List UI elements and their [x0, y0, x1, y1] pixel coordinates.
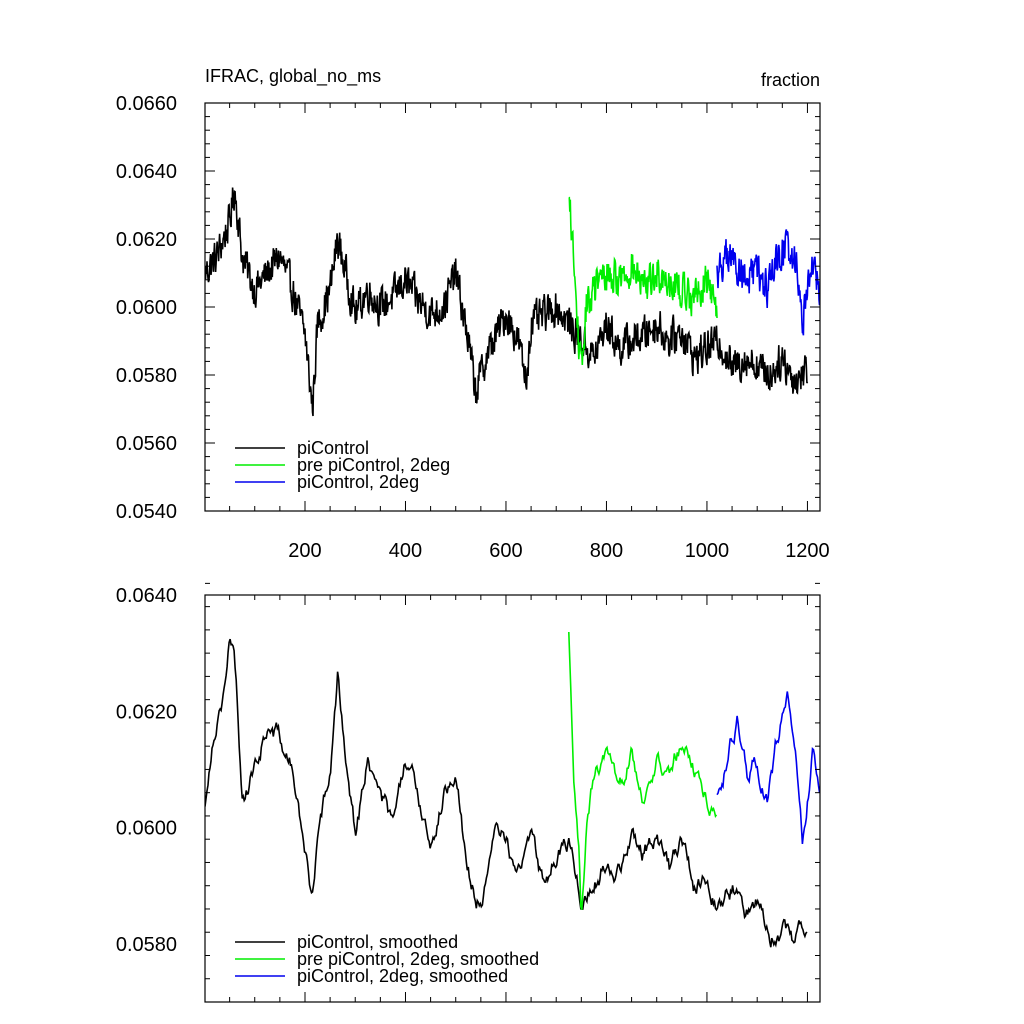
- series-line-1: [205, 187, 809, 417]
- x-tick-label: 200: [288, 540, 321, 562]
- series-line-3: [716, 229, 820, 336]
- legend-label-3: piControl, 2deg: [297, 472, 419, 492]
- top-panel-series: [205, 187, 820, 417]
- legend-label-1: piControl, smoothed: [297, 932, 458, 952]
- series-line-2: [568, 631, 718, 911]
- series-line-3: [716, 691, 820, 844]
- y-tick-label: 0.0580: [116, 365, 177, 387]
- x-tick-label: 400: [389, 540, 422, 562]
- plot-frame: [204, 594, 821, 1003]
- y-tick-label: 0.0620: [116, 701, 177, 723]
- x-tick-label: 1200: [785, 540, 830, 562]
- y-tick-label: 0.0540: [116, 501, 177, 523]
- legend-label-1: piControl: [297, 438, 369, 458]
- y-tick-label: 0.0600: [116, 818, 177, 840]
- legend-label-2: pre piControl, 2deg: [297, 455, 450, 475]
- top-panel-axes: 200 400 600 800 1000 1200 0.0540 0.0560 0.0580 0.…: [116, 93, 830, 562]
- x-tick-label: 800: [590, 540, 623, 562]
- y-tick-label: 0.0660: [116, 93, 177, 115]
- bottom-panel-axes: 0.0580 0.0600 0.0620 0.0640: [116, 582, 821, 1003]
- x-tick-label: 600: [489, 540, 522, 562]
- y-tick-label: 0.0600: [116, 297, 177, 319]
- series-line-2: [568, 196, 718, 366]
- y-tick-label: 0.0640: [116, 161, 177, 183]
- legend-label-2: pre piControl, 2deg, smoothed: [297, 949, 539, 969]
- y-tick-label: 0.0560: [116, 433, 177, 455]
- top-panel: IFRAC, global_no_ms fraction piControlpr…: [116, 66, 830, 562]
- y-tick-label: 0.0580: [116, 934, 177, 956]
- top-panel-title: IFRAC, global_no_ms: [205, 66, 381, 87]
- bottom-panel-series: [205, 631, 820, 948]
- legend-label-3: piControl, 2deg, smoothed: [297, 966, 508, 986]
- y-tick-label: 0.0620: [116, 229, 177, 251]
- y-tick-label: 0.0640: [116, 585, 177, 607]
- x-tick-label: 1000: [685, 540, 730, 562]
- series-line-1: [205, 638, 808, 948]
- top-panel-units: fraction: [761, 70, 820, 90]
